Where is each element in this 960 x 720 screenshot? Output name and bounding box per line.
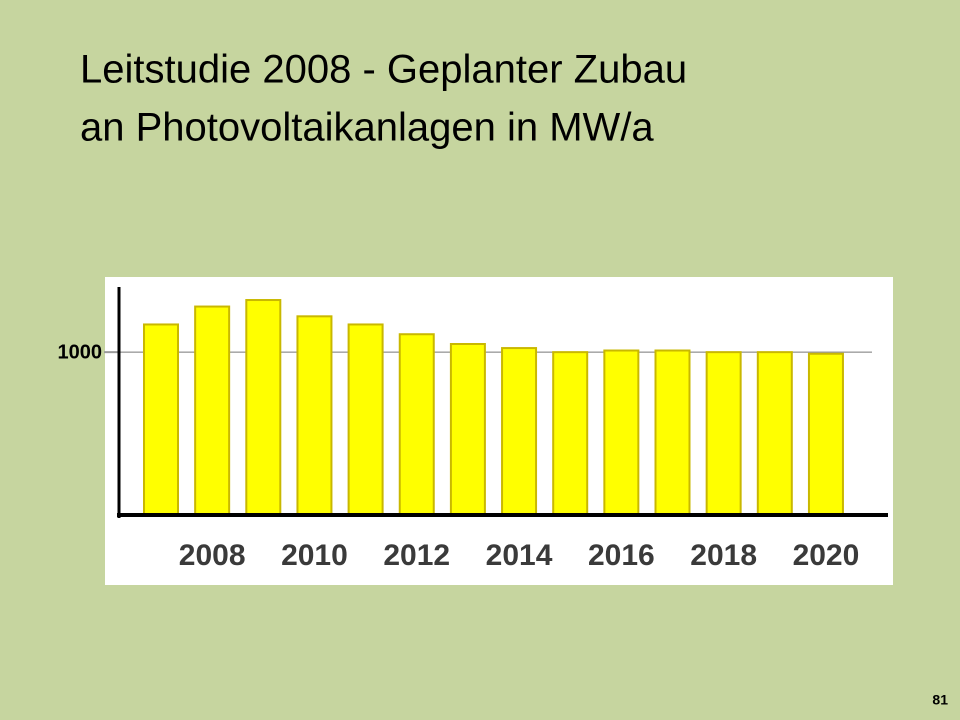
x-tick-label: 2020	[793, 539, 860, 572]
bar	[194, 305, 231, 516]
bar	[807, 352, 844, 516]
bar	[603, 349, 640, 516]
chart-title: Leitstudie 2008 - Geplanter Zubau	[80, 48, 687, 92]
x-tick-label: 2016	[588, 539, 655, 572]
bar	[756, 351, 793, 516]
bar	[347, 323, 384, 517]
x-tick-label: 2018	[690, 539, 757, 572]
bar	[296, 315, 333, 517]
x-tick-label: 2010	[281, 539, 348, 572]
bar	[501, 347, 538, 517]
bar	[552, 351, 589, 516]
bar	[143, 323, 179, 517]
bar	[654, 349, 691, 516]
bar	[705, 351, 742, 516]
plot: 1000 2008 2010 2012 2014 2016 2018 2020	[58, 299, 872, 572]
chart-title: an Photovoltaikanlagen in MW/a	[80, 106, 654, 150]
y-tick-label: 1000	[58, 341, 103, 363]
x-tick-label: 2012	[383, 539, 450, 572]
slide-number: 81	[932, 692, 948, 708]
bar	[245, 299, 282, 516]
x-tick-label: 2008	[179, 539, 246, 572]
bar	[449, 343, 486, 516]
bar	[398, 333, 435, 516]
x-tick-label: 2014	[486, 539, 553, 572]
